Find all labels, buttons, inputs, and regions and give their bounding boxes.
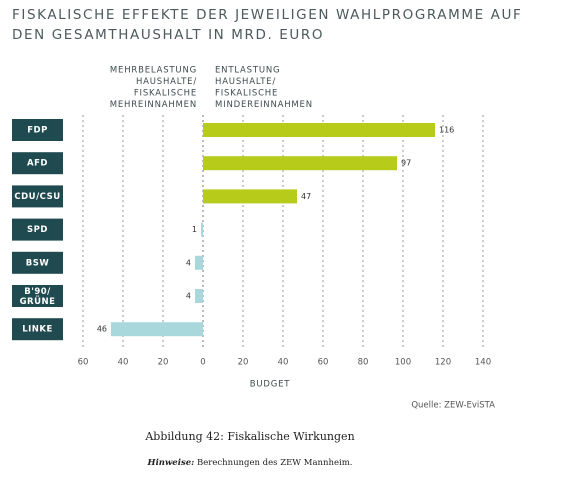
x-tick-label: 120 xyxy=(435,358,451,368)
x-tick-label: 60 xyxy=(78,358,89,368)
category-label: SPD xyxy=(27,225,48,235)
bar xyxy=(111,322,203,337)
category-label: LINKE xyxy=(22,325,53,335)
right-header: HAUSHALTE/ xyxy=(215,77,276,87)
category-label: AFD xyxy=(27,159,48,169)
bar xyxy=(195,289,203,303)
bar xyxy=(203,123,435,137)
source: Quelle: ZEW-EviSTA xyxy=(411,401,495,411)
x-axis-label: BUDGET xyxy=(250,380,291,390)
right-header: FISKALISCHE xyxy=(215,89,278,99)
category-box xyxy=(12,285,63,307)
category-box xyxy=(12,318,63,341)
category-box xyxy=(12,185,63,208)
value-label: 97 xyxy=(401,159,411,168)
x-tick-label: 40 xyxy=(278,358,289,368)
category-label: B'90/GRÜNE xyxy=(20,287,56,307)
value-label: 4 xyxy=(186,258,191,267)
bar xyxy=(203,156,397,171)
x-tick-label: 100 xyxy=(395,358,411,368)
x-tick-label: 0 xyxy=(200,358,205,368)
x-tick-label: 140 xyxy=(475,358,491,368)
note-label: Hinweise: xyxy=(147,458,195,468)
right-header: MINDEREINNAHMEN xyxy=(215,100,313,110)
category-box xyxy=(12,251,63,274)
category-label: CDU/CSU xyxy=(14,192,60,202)
caption: Abbildung 42: Fiskalische Wirkungen xyxy=(144,430,354,443)
category-label: FDP xyxy=(27,126,48,136)
left-header: MEHRBELASTUNG xyxy=(110,66,197,76)
bar xyxy=(203,189,297,204)
value-label: 116 xyxy=(439,126,454,135)
x-tick-label: 40 xyxy=(118,358,129,368)
category-box xyxy=(12,119,63,141)
value-label: 47 xyxy=(301,192,311,201)
x-tick-label: 60 xyxy=(318,358,329,368)
category-box xyxy=(12,218,63,241)
left-header: HAUSHALTE/ xyxy=(136,77,197,87)
left-header: FISKALISCHE xyxy=(134,89,197,99)
category-label: BSW xyxy=(26,258,50,268)
value-label: 46 xyxy=(97,325,107,334)
right-header: ENTLASTUNG xyxy=(215,66,280,76)
note: Hinweise: Berechnungen des ZEW Mannheim. xyxy=(147,458,353,468)
chart-title: DEN GESAMTHAUSHALT IN MRD. EURO xyxy=(12,27,324,43)
value-label: 1 xyxy=(192,225,197,234)
bar xyxy=(195,255,203,270)
chart-title: FISKALISCHE EFFEKTE DER JEWEILIGEN WAHLP… xyxy=(12,7,522,23)
category-box xyxy=(12,152,63,175)
x-tick-label: 80 xyxy=(358,358,369,368)
value-label: 4 xyxy=(186,292,191,301)
bar xyxy=(201,222,203,237)
note-text: Berechnungen des ZEW Mannheim. xyxy=(197,458,352,468)
left-header: MEHREINNAHMEN xyxy=(110,100,197,110)
x-tick-label: 20 xyxy=(158,358,169,368)
x-tick-label: 20 xyxy=(238,358,249,368)
